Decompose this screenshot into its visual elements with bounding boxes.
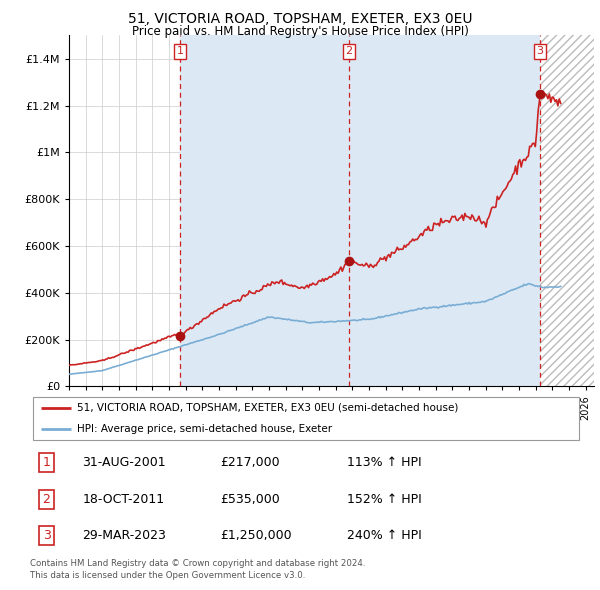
Text: 51, VICTORIA ROAD, TOPSHAM, EXETER, EX3 0EU: 51, VICTORIA ROAD, TOPSHAM, EXETER, EX3 … [128, 12, 472, 26]
Text: This data is licensed under the Open Government Licence v3.0.: This data is licensed under the Open Gov… [30, 571, 305, 579]
Text: 113% ↑ HPI: 113% ↑ HPI [347, 456, 422, 469]
Text: £1,250,000: £1,250,000 [220, 529, 292, 542]
Text: 29-MAR-2023: 29-MAR-2023 [82, 529, 166, 542]
Text: £217,000: £217,000 [220, 456, 280, 469]
Text: 51, VICTORIA ROAD, TOPSHAM, EXETER, EX3 0EU (semi-detached house): 51, VICTORIA ROAD, TOPSHAM, EXETER, EX3 … [77, 402, 458, 412]
Bar [180, 35, 539, 386]
Text: 152% ↑ HPI: 152% ↑ HPI [347, 493, 422, 506]
Text: 3: 3 [43, 529, 50, 542]
Text: Price paid vs. HM Land Registry's House Price Index (HPI): Price paid vs. HM Land Registry's House … [131, 25, 469, 38]
Text: 18-OCT-2011: 18-OCT-2011 [82, 493, 164, 506]
Text: £535,000: £535,000 [220, 493, 280, 506]
Text: 2: 2 [43, 493, 50, 506]
Text: Contains HM Land Registry data © Crown copyright and database right 2024.: Contains HM Land Registry data © Crown c… [30, 559, 365, 568]
Text: 240% ↑ HPI: 240% ↑ HPI [347, 529, 422, 542]
FancyBboxPatch shape [33, 396, 579, 440]
Text: HPI: Average price, semi-detached house, Exeter: HPI: Average price, semi-detached house,… [77, 424, 332, 434]
Bar [539, 35, 594, 386]
Text: 1: 1 [43, 456, 50, 469]
Text: 2: 2 [346, 46, 352, 56]
Text: 31-AUG-2001: 31-AUG-2001 [82, 456, 166, 469]
Text: 3: 3 [536, 46, 543, 56]
Text: 1: 1 [176, 46, 184, 56]
Bar [539, 35, 594, 386]
